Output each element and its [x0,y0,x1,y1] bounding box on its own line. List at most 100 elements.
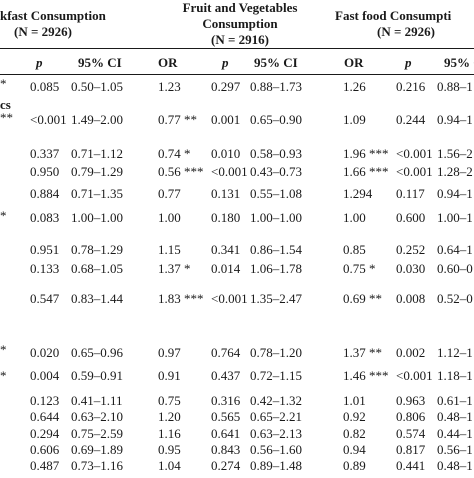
cell-ci-fast-food: 1.00–1 [437,210,473,225]
cell-p-fruit-veg: 0.180 [211,210,241,225]
cell-or-fruit-veg: 1.83 *** [158,291,204,306]
table-row: 0.606 0.69–1.89 0.95 0.843 0.56–1.60 0.94 0.81… [0,442,474,462]
cell-ci-fast-food: 0.94–1 [437,112,473,127]
cell-ci-breakfast: 0.50–1.05 [71,79,123,94]
cell-or-fast-food: 0.94 [343,442,366,457]
cell-p-fruit-veg: 0.010 [211,146,241,161]
cell-or-fruit-veg: 1.15 [158,242,181,257]
cell-ci-breakfast: 0.73–1.16 [71,458,123,473]
table-row: 0.083 1.00–1.00 1.00 0.180 1.00–1.00 1.00 0.60… [0,210,474,230]
cell-ci-fruit-veg: 1.00–1.00 [250,210,302,225]
cell-ci-breakfast: 0.69–1.89 [71,442,123,457]
cell-p-breakfast: 0.294 [30,426,60,441]
cell-ci-fruit-veg: 1.35–2.47 [250,291,302,306]
cell-or-fast-food: 0.75 * [343,261,376,276]
cell-or-fruit-veg: 1.00 [158,210,181,225]
cell-p-fruit-veg: 0.274 [211,458,241,473]
cell-or-fast-food: 1.96 *** [343,146,389,161]
cell-ci-fruit-veg: 0.65–2.21 [250,409,302,424]
cell-p-fast-food: <0.001 [396,146,433,161]
cell-p-fruit-veg: 0.297 [211,79,241,94]
table-row: 0.133 0.68–1.05 1.37 * 0.014 1.06–1.78 0.75 *… [0,261,474,281]
group-title-fruit-veg: Fruit and Vegetables [182,0,298,15]
cell-p-breakfast: <0.001 [30,112,67,127]
cell-or-fast-food: 1.37 ** [343,345,382,360]
header-rule-bottom [0,74,474,75]
cell-ci-fruit-veg: 0.88–1.73 [250,79,302,94]
cell-ci-fruit-veg: 0.55–1.08 [250,186,302,201]
cell-ci-fruit-veg: 1.06–1.78 [250,261,302,276]
cell-p-breakfast: 0.004 [30,368,60,383]
row-stub-mark: ** [0,110,13,125]
cell-p-fast-food: 0.817 [396,442,426,457]
table-row: 0.123 0.41–1.11 0.75 0.316 0.42–1.32 1.01 0.96… [0,393,474,413]
row-stub-mark: cs [0,97,11,112]
cell-ci-breakfast: 0.83–1.44 [71,291,123,306]
cell-p-fast-food: 0.117 [396,186,425,201]
table-row: 0.294 0.75–2.59 1.16 0.641 0.63–2.13 0.82 0.57… [0,426,474,446]
cell-ci-fruit-veg: 0.63–2.13 [250,426,302,441]
cell-ci-breakfast: 0.71–1.12 [71,146,123,161]
cell-ci-breakfast: 0.65–0.96 [71,345,123,360]
cell-p-breakfast: 0.123 [30,393,60,408]
cell-ci-fruit-veg: 0.58–0.93 [250,146,302,161]
table-row: 0.547 0.83–1.44 1.83 *** <0.001 1.35–2.47 0.6… [0,291,474,311]
cell-ci-fast-food: 0.60–0 [437,261,473,276]
cell-ci-fast-food: 0.52–0 [437,291,473,306]
cell-ci-fast-food: 0.64–1 [437,242,473,257]
cell-p-fast-food: 0.030 [396,261,426,276]
group-title-breakfast: kfast Consumption [0,8,106,23]
cell-or-fast-food: 1.46 *** [343,368,389,383]
table-row: 0.020 0.65–0.96 0.97 0.764 0.78–1.20 1.37 ** 0… [0,345,474,365]
group-header-fruit-veg: Fruit and Vegetables Consumption (N = 29… [160,0,320,48]
cell-ci-fruit-veg: 0.86–1.54 [250,242,302,257]
cell-p-fast-food: 0.600 [396,210,426,225]
cell-ci-breakfast: 1.49–2.00 [71,112,123,127]
group-n-breakfast: (N = 2926) [14,24,72,39]
cell-p-fast-food: <0.001 [396,368,433,383]
cell-or-fruit-veg: 1.16 [158,426,181,441]
cell-p-fast-food: 0.244 [396,112,426,127]
cell-ci-fast-food: 0.48–1 [437,458,473,473]
cell-or-fruit-veg: 1.04 [158,458,181,473]
cell-ci-fast-food: 1.18–1 [437,368,473,383]
cell-or-fast-food: 1.294 [343,186,373,201]
cell-p-fruit-veg: 0.565 [211,409,241,424]
cell-ci-fast-food: 1.56–2 [437,146,473,161]
cell-or-fast-food: 1.09 [343,112,366,127]
row-stub-mark: * [0,76,7,91]
row-stub-mark: * [0,342,7,357]
cell-ci-fast-food: 0.44–1 [437,426,473,441]
col-header-or-fruit-veg: OR [158,55,178,70]
cell-p-breakfast: 0.950 [30,164,60,179]
cell-ci-fast-food: 0.88–1 [437,79,473,94]
col-header-p-breakfast: p [36,55,43,70]
table-row: 0.644 0.63–2.10 1.20 0.565 0.65–2.21 0.92 0.80… [0,409,474,429]
cell-p-breakfast: 0.020 [30,345,60,360]
header-rule-top [0,48,474,49]
cell-p-fruit-veg: 0.001 [211,112,241,127]
cell-ci-breakfast: 0.41–1.11 [71,393,123,408]
table-row: 0.004 0.59–0.91 0.91 0.437 0.72–1.15 1.46 ***… [0,368,474,388]
cell-or-fruit-veg: 1.23 [158,79,181,94]
cell-p-fruit-veg: 0.437 [211,368,241,383]
cell-ci-fast-food: 0.61–1 [437,393,473,408]
table-row: 0.337 0.71–1.12 0.74 * 0.010 0.58–0.93 1.96 *… [0,146,474,166]
cell-ci-fast-food: 0.56–1 [437,442,473,457]
cell-p-fruit-veg: 0.014 [211,261,241,276]
cell-ci-fruit-veg: 0.89–1.48 [250,458,302,473]
col-header-p-fruit-veg: p [222,55,229,70]
cell-p-fast-food: 0.252 [396,242,426,257]
cell-ci-breakfast: 0.68–1.05 [71,261,123,276]
col-header-p-fast-food: p [405,55,412,70]
cell-p-breakfast: 0.487 [30,458,60,473]
cell-or-fruit-veg: 0.91 [158,368,181,383]
cell-ci-breakfast: 0.75–2.59 [71,426,123,441]
cell-or-fruit-veg: 0.74 * [158,146,191,161]
row-stub-mark: * [0,208,7,223]
cell-p-breakfast: 0.951 [30,242,60,257]
cell-or-fast-food: 1.01 [343,393,366,408]
cell-or-fast-food: 1.26 [343,79,366,94]
cell-p-fast-food: 0.574 [396,426,426,441]
table-row: 0.487 0.73–1.16 1.04 0.274 0.89–1.48 0.89 0.44… [0,458,474,478]
